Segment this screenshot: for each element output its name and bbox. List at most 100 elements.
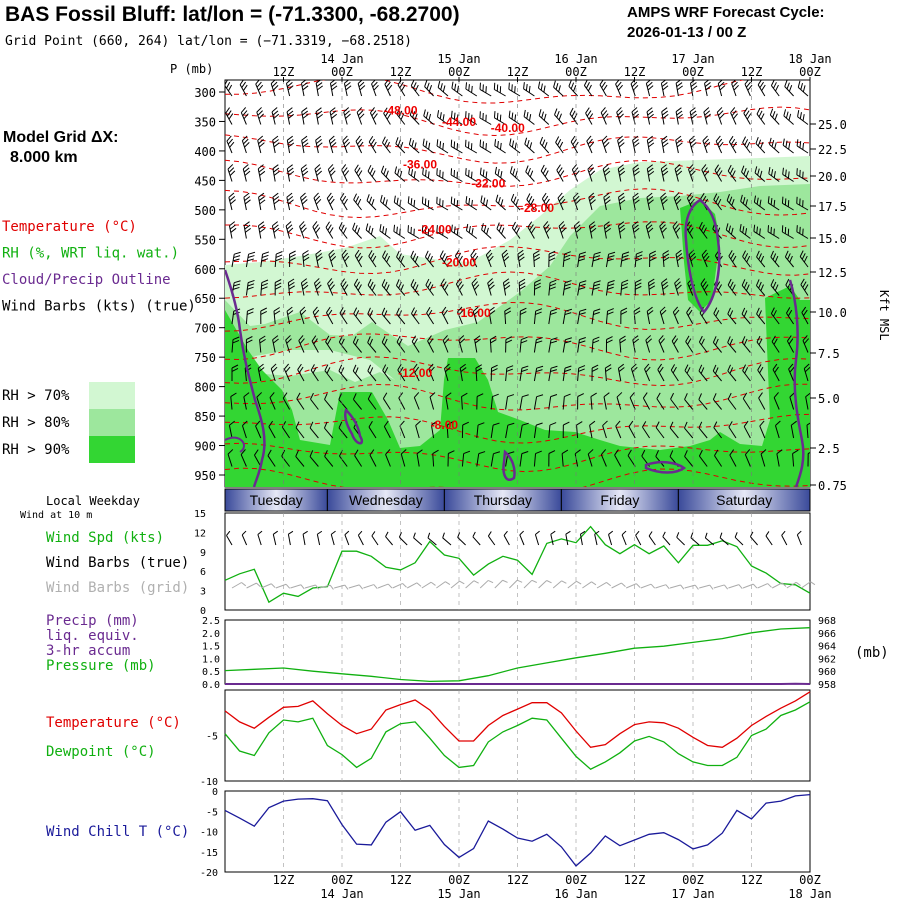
wind-barb-flag [301,80,308,84]
wind-barb [553,80,564,97]
wind-barb-flag [233,283,241,287]
isotherm-line [225,333,810,361]
wind-barb-staff [756,341,766,353]
surface-wind-barb-true [734,532,744,546]
wind-barb [756,107,766,125]
surface-wind-barb-true [519,530,525,546]
wind-barb [309,421,319,439]
pressure-axis: 3003504004505005506006507007508008509009… [194,86,225,483]
wind-barb-flag [496,112,499,120]
wind-barb-flag [459,284,464,291]
surface-barb-staff [648,535,656,546]
wind-barb-flag [715,196,720,203]
wind-barb-flag [621,283,629,287]
wind-barb-staff [741,313,751,325]
wind-barb [646,164,655,182]
wind-barb-flag [258,192,265,198]
wind-barb [689,107,698,125]
wind-barb-flag [357,170,363,177]
top-hour-label: 00Z [682,65,704,79]
surface-barb-staff [640,583,652,589]
wind-barb [490,364,498,382]
wind-barb-flag [302,170,309,176]
wind-barb-flag [383,310,388,317]
bottom-hour-label: 12Z [741,873,763,887]
wind-barb-flag [295,450,299,457]
wind-barb [505,365,514,382]
wind-barb-flag [619,339,627,344]
wind-barb-flag [630,80,637,85]
wind-barb [684,450,694,467]
surface-wind-barb-true [690,532,700,546]
wind-barb-staff [771,341,780,353]
wind-barb-flag [356,107,363,113]
wind-barb [533,308,543,325]
surface-barb-staff [579,534,583,546]
wind-barb [759,420,766,439]
wind-barb-flag [262,251,270,255]
surface-wind-barb-true [503,530,510,546]
isotherm-line [225,356,810,387]
wind-barb-flag [255,420,261,427]
wind-barb-flag [594,251,601,255]
wind-barb-flag [757,80,763,86]
wind-barb-flag [352,336,357,343]
wind-barb-flag [340,338,345,346]
wind-barb [741,336,751,353]
wind-barb [231,336,240,353]
wind-barb [285,221,294,239]
wind-barb-flag [744,228,748,235]
wind-barb [741,279,751,296]
wind-barb-flag [465,82,468,90]
wind-barb [479,167,492,182]
wind-barb-flag [607,258,615,262]
wind-barb-flag [523,109,526,117]
wind-barb-flag [385,449,391,455]
wind-barb [698,449,708,467]
wind-barb-flag [328,135,335,141]
wind-barb-flag [341,195,347,203]
wind-barb [577,337,586,353]
wind-barb-flag [733,113,738,120]
wind-barb-flag [287,135,294,141]
wind-barb-staff [338,399,348,410]
surface-barb-staff [257,534,262,546]
surface-wind-barb-grid [596,581,612,589]
wind-ytick-label: 0 [200,606,206,617]
wind-barb-flag [704,82,711,87]
wind-barb-staff [381,313,391,325]
wind-barb-flag [631,81,638,88]
surface-barb-staff [231,582,242,589]
wind-barb-flag [603,167,610,173]
wind-barb-flag [316,253,323,258]
wind-barb [634,279,642,296]
wind-barb-flag [288,170,295,176]
wind-barb-flag [605,364,612,369]
surface-wind-barb-grid [699,584,714,590]
wind-barb [475,364,483,382]
wind-barb [287,278,295,296]
wind-barb-staff [311,340,319,353]
wind-barb-flag [329,138,336,145]
wind-barb [446,421,454,439]
wind-barb-flag [585,107,590,114]
wind-barb [714,164,723,182]
wind-barb [342,135,351,154]
wind-barb-flag [530,227,536,234]
wind-barb-flag [571,164,578,170]
pressure-tick-label: 600 [194,263,216,277]
wind-barb [661,107,669,125]
wind-barb [634,251,643,268]
wind-barb-flag [758,338,763,346]
wind-barb-flag [432,449,439,454]
wind-barb-staff [533,368,538,382]
wind-barb-flag [343,284,349,291]
wind-barb-flag [369,338,373,346]
wind-barb [461,421,470,439]
wind-barb [526,193,535,211]
wind-barb [509,166,521,182]
wind-barb-flag [577,393,584,397]
wind-barb [561,449,569,467]
wind-barb-flag [504,310,512,315]
wind-barb-flag [244,224,251,230]
